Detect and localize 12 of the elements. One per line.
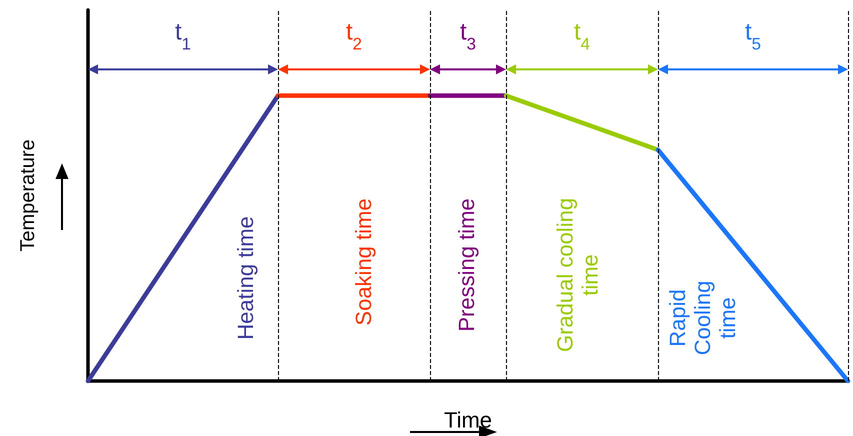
y-axis-title: Temperature: [17, 139, 39, 252]
annotation: Heating time: [233, 216, 258, 340]
text: t$_{5}$: [744, 18, 762, 53]
x-axis-title: Time: [444, 408, 492, 432]
annotation: Soaking time: [351, 198, 376, 326]
text: t$_{2}$: [346, 18, 362, 53]
text: t$_{4}$: [574, 18, 590, 53]
text: t$_{3}$: [460, 18, 476, 53]
annotation: Gradual cooling time: [552, 198, 602, 352]
annotation: Rapid Cooling time: [665, 280, 740, 356]
annotation: Pressing time: [454, 198, 479, 332]
text: t$_{1}$: [174, 18, 192, 53]
